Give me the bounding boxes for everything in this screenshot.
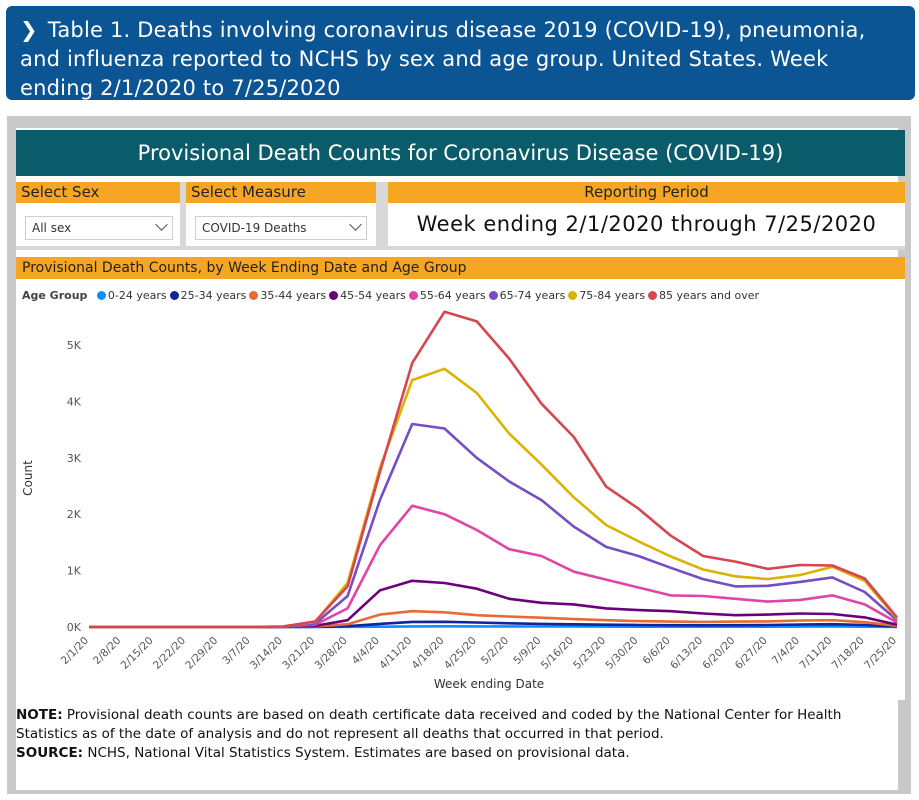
table-header[interactable]: ❯ Table 1. Deaths involving coronavirus d…	[6, 6, 915, 100]
x-tick-label: 5/23/20	[571, 635, 608, 672]
measure-slicer-label: Select Measure	[186, 182, 376, 203]
series-line[interactable]	[89, 367, 898, 629]
reporting-period-label: Reporting Period	[388, 182, 905, 203]
line-chart: Count Week ending Date 0K 1K 2K 3K 4K 5K 2/1/…	[21, 310, 899, 691]
measure-dropdown[interactable]: COVID-19 Deaths	[195, 216, 367, 240]
legend-label: 75-84 years	[579, 289, 646, 302]
y-tick-label: 4K	[67, 395, 82, 408]
sex-slicer: Select Sex All sex	[16, 182, 180, 246]
x-tick-label: 7/11/20	[797, 635, 834, 672]
chevron-right-icon[interactable]: ❯	[20, 18, 38, 42]
x-tick-label: 5/2/20	[479, 635, 511, 667]
legend-item[interactable]: 0-24 years	[96, 289, 167, 302]
legend-item[interactable]: 45-54 years	[329, 289, 406, 302]
dashboard-title: Provisional Death Counts for Coronavirus…	[16, 130, 905, 176]
source-label: SOURCE:	[16, 745, 84, 761]
legend-item[interactable]: 65-74 years	[488, 289, 566, 302]
x-tick-label: 3/28/20	[313, 635, 350, 672]
x-tick-label: 2/1/20	[59, 635, 91, 667]
y-tick-label: 2K	[67, 508, 82, 521]
legend-item[interactable]: 25-34 years	[169, 289, 247, 302]
sex-dropdown[interactable]: All sex	[25, 216, 173, 240]
measure-dropdown-value: COVID-19 Deaths	[202, 221, 307, 235]
x-tick-label: 2/29/20	[183, 635, 220, 672]
sex-dropdown-value: All sex	[32, 221, 72, 235]
legend-label: 65-74 years	[499, 289, 566, 302]
reporting-period-card: Reporting Period Week ending 2/1/2020 th…	[388, 182, 905, 246]
note-text: Provisional death counts are based on de…	[16, 707, 842, 742]
legend-label: 25-34 years	[180, 289, 247, 302]
y-tick-label: 1K	[67, 565, 82, 578]
legend-marker-icon	[568, 291, 578, 300]
legend-label: 55-64 years	[419, 289, 486, 302]
legend-marker-icon	[169, 291, 179, 300]
legend-item[interactable]: 55-64 years	[408, 289, 486, 302]
legend-label: 35-44 years	[260, 289, 327, 302]
y-tick-label: 3K	[67, 452, 82, 465]
legend-marker-icon	[329, 291, 339, 300]
legend-label: 45-54 years	[340, 289, 406, 302]
legend-label: 0-24 years	[107, 289, 167, 302]
x-tick-label: 7/18/20	[830, 635, 867, 672]
series-line[interactable]	[89, 504, 898, 629]
y-tick-label: 0K	[67, 621, 82, 634]
x-tick-label: 6/27/20	[733, 635, 770, 672]
reporting-period-value: Week ending 2/1/2020 through 7/25/2020	[416, 212, 877, 236]
x-tick-label: 5/30/20	[603, 635, 640, 672]
x-tick-label: 2/15/20	[119, 635, 156, 672]
source-line: SOURCE: NCHS, National Vital Statistics …	[16, 744, 896, 763]
legend-marker-icon	[648, 291, 658, 300]
series-line[interactable]	[89, 310, 899, 629]
x-tick-label: 6/20/20	[700, 635, 737, 672]
x-tick-label: 3/21/20	[280, 635, 317, 672]
chart-legend: Age Group 0-24 years 25-34 years 35-44 yea…	[22, 289, 762, 302]
x-tick-label: 5/16/20	[539, 635, 576, 672]
note-label: NOTE:	[16, 707, 63, 723]
x-tick-label: 4/11/20	[377, 635, 414, 672]
y-axis-label: Count	[21, 460, 35, 496]
chevron-down-icon	[155, 218, 168, 231]
x-tick-label: 6/13/20	[668, 635, 705, 672]
footnote: NOTE: Provisional death counts are based…	[16, 706, 896, 763]
note-line: NOTE: Provisional death counts are based…	[16, 706, 896, 744]
table-title: Table 1. Deaths involving coronavirus di…	[20, 18, 866, 100]
legend-item[interactable]: 75-84 years	[568, 289, 645, 302]
legend-item[interactable]: 85 years and over	[648, 289, 759, 302]
legend-marker-icon	[488, 291, 498, 300]
legend-title: Age Group	[22, 289, 88, 302]
legend-item[interactable]: 35-44 years	[249, 289, 326, 302]
chart-title: Provisional Death Counts, by Week Ending…	[16, 257, 905, 279]
source-text: NCHS, National Vital Statistics System. …	[83, 745, 630, 761]
sex-slicer-label: Select Sex	[16, 182, 180, 203]
x-tick-label: 3/14/20	[248, 635, 285, 672]
legend-marker-icon	[249, 291, 259, 300]
legend-label: 85 years and over	[659, 289, 760, 302]
measure-slicer: Select Measure COVID-19 Deaths	[186, 182, 376, 246]
x-tick-label: 2/22/20	[151, 635, 188, 672]
chart-panel: Provisional Death Counts, by Week Ending…	[16, 257, 905, 700]
legend-marker-icon	[96, 291, 106, 300]
x-tick-label: 7/25/20	[862, 635, 899, 672]
series-line[interactable]	[89, 422, 898, 629]
x-axis-label: Week ending Date	[434, 677, 544, 691]
chevron-down-icon	[349, 218, 362, 231]
legend-marker-icon	[408, 291, 418, 300]
y-tick-label: 5K	[67, 339, 82, 352]
x-tick-label: 4/18/20	[410, 635, 447, 672]
x-tick-label: 4/25/20	[442, 635, 479, 672]
